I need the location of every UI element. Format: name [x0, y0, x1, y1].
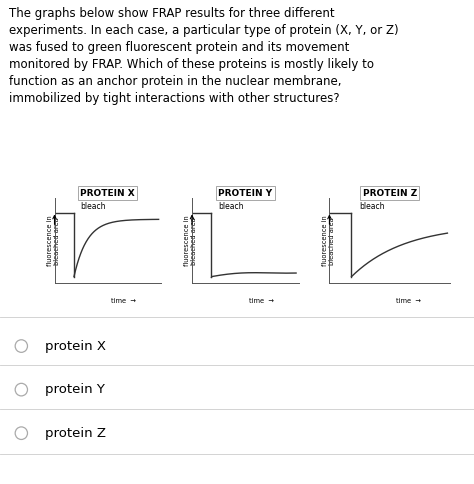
Text: protein Y: protein Y: [45, 383, 105, 396]
Text: bleach: bleach: [81, 202, 106, 211]
Y-axis label: fluorescence in
bleached area: fluorescence in bleached area: [184, 215, 197, 266]
Text: protein X: protein X: [45, 340, 106, 352]
Text: time  →: time →: [249, 298, 273, 304]
Text: time  →: time →: [396, 298, 420, 304]
Title: PROTEIN Y: PROTEIN Y: [218, 189, 273, 197]
Title: PROTEIN X: PROTEIN X: [81, 189, 135, 197]
Title: PROTEIN Z: PROTEIN Z: [363, 189, 417, 197]
Text: bleach: bleach: [218, 202, 244, 211]
Y-axis label: fluorescence in
bleached area: fluorescence in bleached area: [46, 215, 60, 266]
Y-axis label: fluorescence in
bleached area: fluorescence in bleached area: [321, 215, 335, 266]
Text: bleach: bleach: [359, 202, 385, 211]
Text: time  →: time →: [111, 298, 136, 304]
Text: protein Z: protein Z: [45, 427, 106, 439]
Text: The graphs below show FRAP results for three different
experiments. In each case: The graphs below show FRAP results for t…: [9, 7, 399, 105]
